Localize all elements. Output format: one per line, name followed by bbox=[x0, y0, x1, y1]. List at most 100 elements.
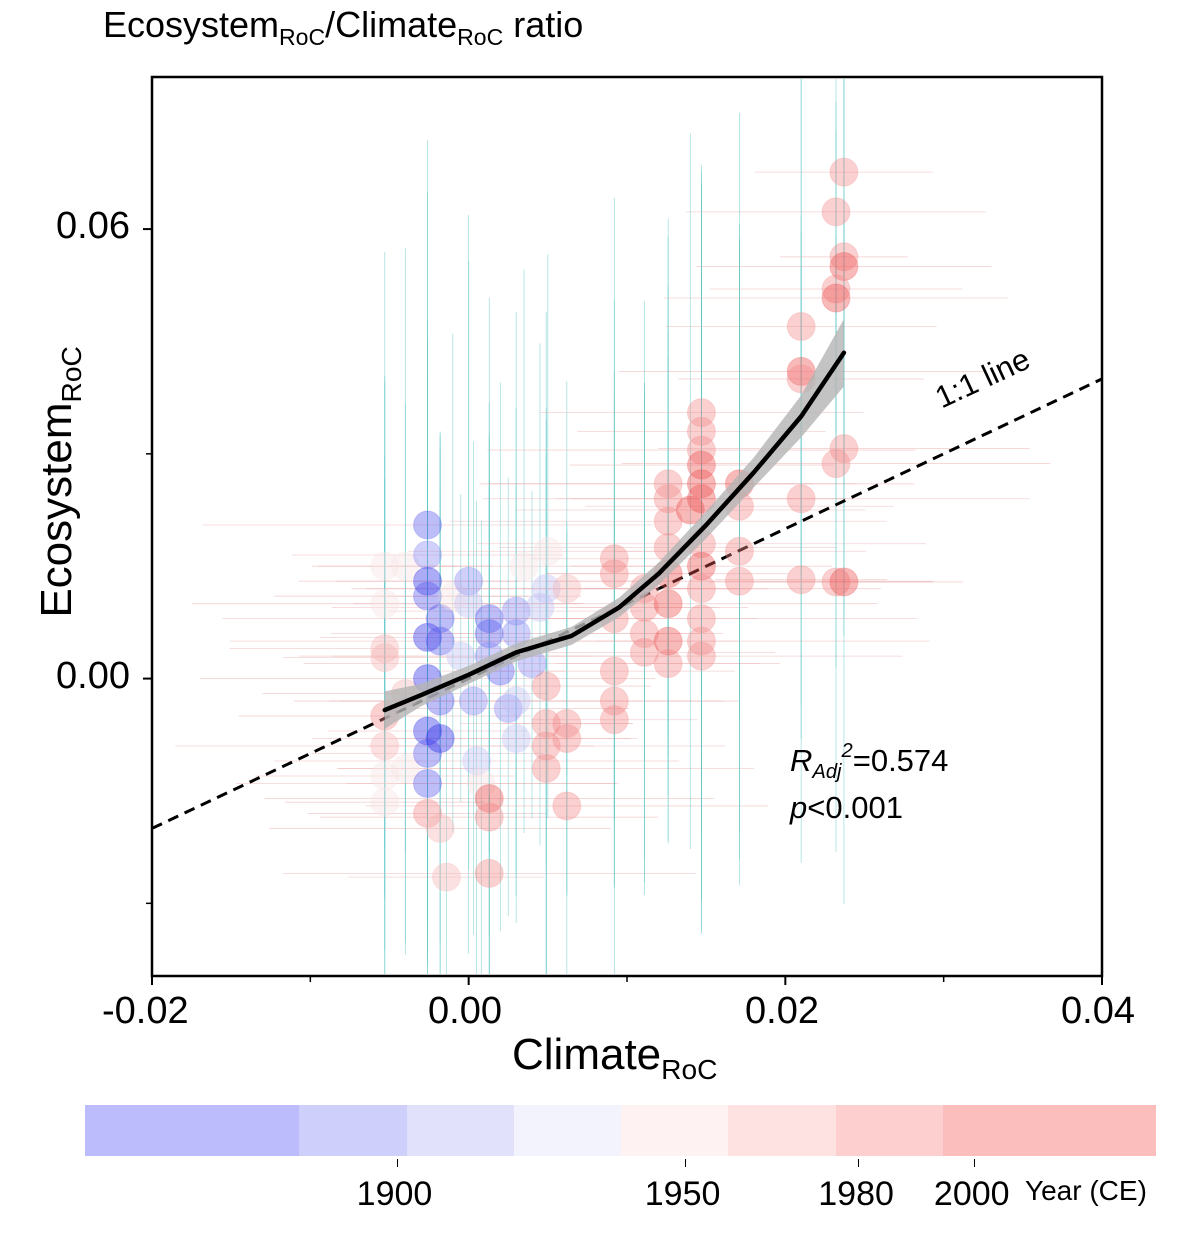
y-tick-label: 0.06 bbox=[56, 205, 130, 247]
data-point bbox=[686, 416, 716, 446]
data-point bbox=[629, 637, 659, 667]
data-point bbox=[686, 574, 716, 604]
x-tick-label: 0.02 bbox=[745, 990, 819, 1032]
data-point bbox=[501, 724, 531, 754]
data-point bbox=[686, 398, 716, 428]
data-point bbox=[552, 709, 582, 739]
data-point bbox=[821, 449, 851, 479]
data-point bbox=[821, 567, 851, 597]
colorbar-segment bbox=[407, 1105, 514, 1156]
data-point bbox=[531, 753, 561, 783]
fit-group bbox=[382, 318, 847, 729]
r-squared-annotation: RAdj2=0.574 bbox=[790, 740, 949, 784]
data-point bbox=[462, 746, 492, 776]
data-point bbox=[533, 536, 563, 566]
data-point bbox=[413, 738, 442, 768]
colorbar-segment bbox=[299, 1105, 407, 1156]
error-bars bbox=[175, 79, 1051, 974]
colorbar-tick bbox=[684, 1159, 686, 1167]
colorbar-tick-label: 2000 bbox=[933, 1175, 1010, 1213]
data-point bbox=[675, 495, 705, 525]
axis-ticks bbox=[143, 228, 1103, 985]
data-point bbox=[653, 649, 683, 679]
data-point bbox=[413, 510, 442, 540]
data-point bbox=[686, 469, 716, 499]
data-point bbox=[724, 536, 754, 566]
data-point bbox=[370, 787, 400, 817]
fit-line bbox=[382, 350, 847, 713]
data-point bbox=[829, 157, 859, 187]
data-point bbox=[370, 551, 400, 581]
data-point bbox=[629, 619, 659, 649]
data-point bbox=[413, 566, 442, 596]
data-point bbox=[686, 450, 716, 480]
data-point bbox=[458, 686, 488, 716]
data-point bbox=[413, 622, 442, 652]
x-axis-label: ClimateRoC bbox=[512, 1030, 718, 1085]
data-point bbox=[438, 581, 468, 611]
data-point bbox=[686, 604, 716, 634]
colorbar-tick bbox=[858, 1159, 860, 1167]
data-point bbox=[509, 551, 539, 581]
year-colorbar bbox=[85, 1105, 1156, 1156]
y-axis-label: EcosystemRoC bbox=[32, 346, 87, 618]
data-point bbox=[493, 694, 523, 724]
data-point bbox=[829, 567, 859, 597]
colorbar-segment bbox=[728, 1105, 836, 1156]
data-point bbox=[686, 626, 716, 656]
confidence-band bbox=[384, 318, 844, 729]
data-point bbox=[786, 565, 816, 595]
data-point bbox=[821, 283, 851, 313]
data-point bbox=[531, 574, 561, 604]
data-point bbox=[829, 242, 859, 272]
colorbar-title: Year (CE) bbox=[1025, 1175, 1147, 1206]
p-value-annotation: p<0.001 bbox=[790, 790, 903, 825]
data-point bbox=[432, 862, 461, 892]
data-point bbox=[370, 731, 400, 761]
data-point bbox=[653, 626, 683, 656]
data-point bbox=[474, 604, 504, 634]
data-point bbox=[474, 619, 504, 649]
data-point bbox=[786, 484, 816, 514]
data-point bbox=[821, 274, 851, 304]
colorbar-tick bbox=[973, 1159, 975, 1167]
data-point bbox=[829, 434, 859, 464]
data-point bbox=[531, 709, 561, 739]
data-point bbox=[413, 716, 442, 746]
data-point bbox=[599, 656, 629, 686]
data-point bbox=[454, 589, 484, 619]
data-point bbox=[370, 634, 400, 664]
data-point bbox=[413, 768, 442, 798]
data-point bbox=[552, 724, 582, 754]
data-point bbox=[599, 559, 629, 589]
data-point bbox=[466, 768, 496, 798]
x-tick-label: 0.00 bbox=[428, 990, 502, 1032]
data-point bbox=[474, 783, 504, 813]
data-point bbox=[425, 626, 455, 656]
colorbar-tick bbox=[396, 1159, 398, 1167]
colorbar-segment bbox=[514, 1105, 621, 1156]
data-point bbox=[724, 566, 754, 596]
colorbar-tick-label: 1980 bbox=[818, 1175, 894, 1213]
data-point bbox=[501, 686, 531, 716]
colorbar-tick-label: 1900 bbox=[356, 1175, 433, 1213]
data-point bbox=[501, 596, 531, 626]
data-point bbox=[413, 798, 442, 828]
data-point bbox=[786, 311, 816, 341]
colorbar-segment bbox=[943, 1105, 1156, 1156]
data-point bbox=[425, 724, 455, 754]
data-point bbox=[370, 589, 400, 619]
data-point bbox=[599, 686, 629, 716]
data-point bbox=[413, 540, 442, 570]
data-point bbox=[653, 506, 683, 536]
data-point bbox=[653, 469, 683, 499]
data-point bbox=[686, 435, 716, 465]
colorbar-segment bbox=[85, 1105, 299, 1156]
data-point bbox=[390, 753, 420, 783]
data-point bbox=[653, 484, 683, 514]
x-tick-label: -0.02 bbox=[102, 990, 189, 1032]
x-tick-label: 0.04 bbox=[1061, 990, 1135, 1032]
data-point bbox=[686, 551, 716, 581]
data-point bbox=[370, 643, 400, 673]
